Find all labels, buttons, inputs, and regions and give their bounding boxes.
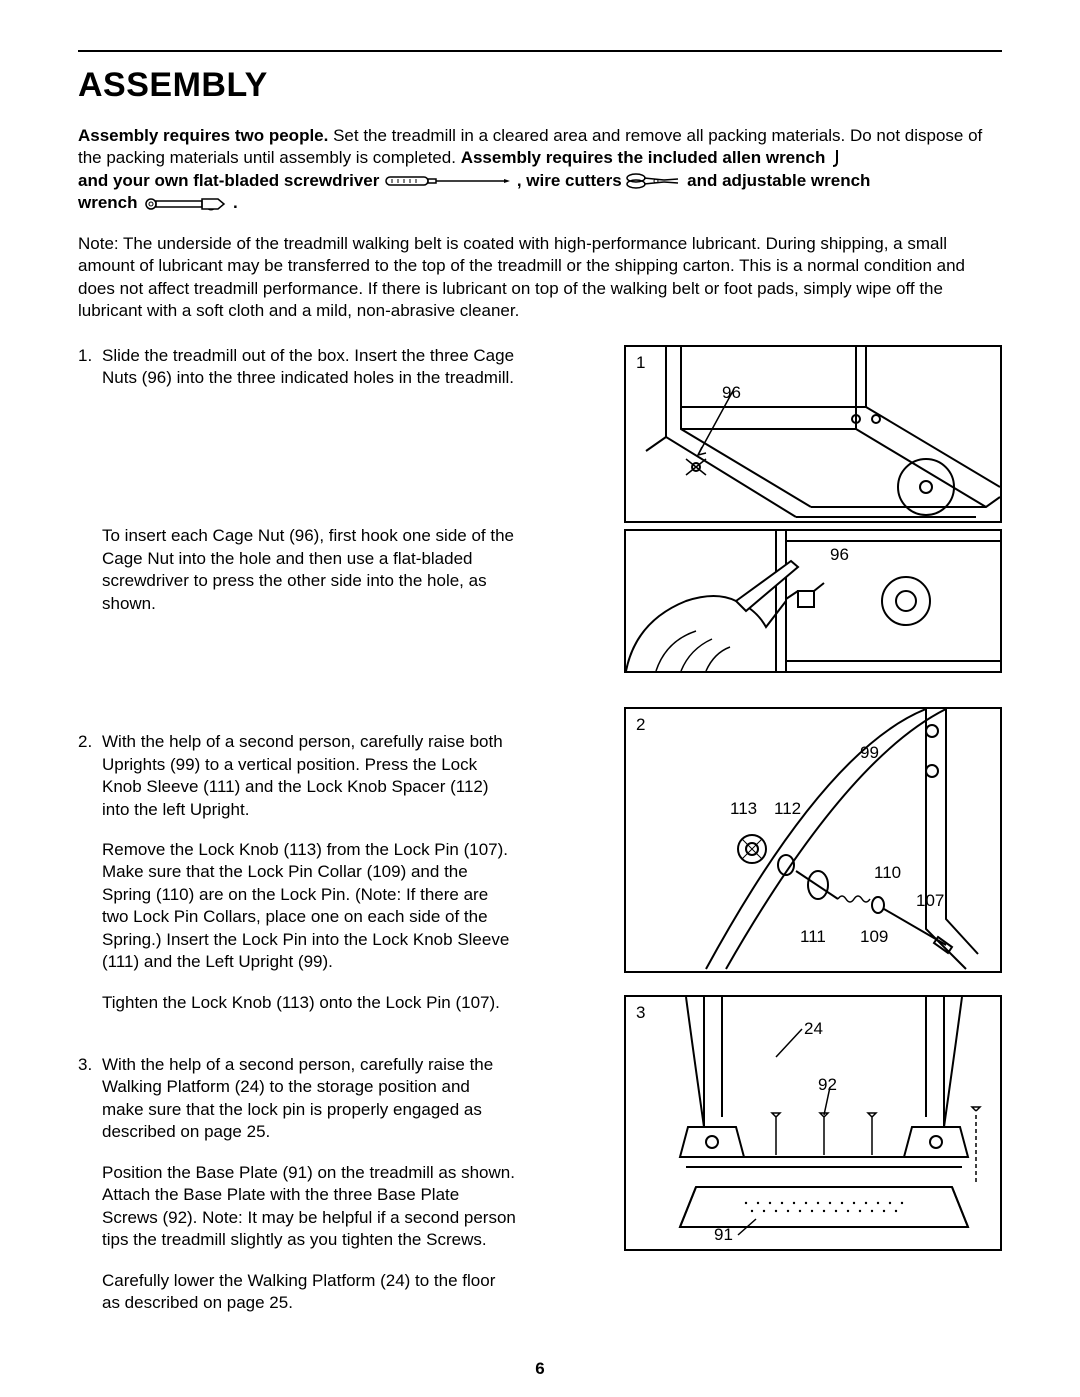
step-2-p2: Remove the Lock Knob (113) from the Lock… xyxy=(102,839,516,974)
lubricant-note: Note: The underside of the treadmill wal… xyxy=(78,233,1002,323)
intro-end: . xyxy=(233,193,238,212)
figure-2-label-107: 107 xyxy=(916,891,944,911)
step-3: With the help of a second person, carefu… xyxy=(78,1054,516,1314)
intro-strong-2: Assembly requires the included allen wre… xyxy=(461,148,830,167)
steps-layout: Slide the treadmill out of the box. Inse… xyxy=(78,345,1002,1333)
figure-2-label-113: 113 xyxy=(730,799,757,819)
figure-2-label-111: 111 xyxy=(800,927,826,947)
intro-paragraph: Assembly requires two people. Set the tr… xyxy=(78,125,1002,215)
step-list: Slide the treadmill out of the box. Inse… xyxy=(78,345,516,1315)
figure-1b-label-96: 96 xyxy=(830,545,849,565)
figure-1b-illustration xyxy=(626,531,1000,671)
screwdriver-icon xyxy=(384,173,512,189)
figure-3: 3 xyxy=(624,995,1002,1251)
figure-3-label-91: 91 xyxy=(714,1225,733,1245)
step-3-p3: Carefully lower the Walking Platform (24… xyxy=(102,1270,516,1315)
allen-wrench-icon xyxy=(830,148,844,170)
figure-3-number: 3 xyxy=(636,1003,645,1023)
step-1-p2: To insert each Cage Nut (96), first hook… xyxy=(102,525,516,615)
figure-1a-label-96: 96 xyxy=(722,383,741,403)
figure-3-label-92: 92 xyxy=(818,1075,837,1095)
step-1-p1: Slide the treadmill out of the box. Inse… xyxy=(102,345,516,390)
figures-column: 1 xyxy=(624,345,1002,1333)
top-rule xyxy=(78,50,1002,52)
intro-tools-sep1: , wire cutters xyxy=(517,171,627,190)
adjustable-wrench-icon xyxy=(142,195,228,213)
figure-2-label-112: 112 xyxy=(774,799,801,819)
figure-2-label-99: 99 xyxy=(860,743,879,763)
wire-cutters-icon xyxy=(626,173,682,189)
intro-tools-wrench-word: wrench xyxy=(78,193,138,212)
figure-1a-number: 1 xyxy=(636,353,645,373)
figure-2-label-109: 109 xyxy=(860,927,888,947)
step-1: Slide the treadmill out of the box. Inse… xyxy=(78,345,516,732)
figure-3-label-24: 24 xyxy=(804,1019,823,1039)
figure-2: 2 xyxy=(624,707,1002,973)
figure-2-number: 2 xyxy=(636,715,645,735)
intro-strong-1: Assembly requires two people. xyxy=(78,126,328,145)
step-2-p3: Tighten the Lock Knob (113) onto the Loc… xyxy=(102,992,516,1014)
figure-2-label-110: 110 xyxy=(874,863,901,883)
step-3-p2: Position the Base Plate (91) on the trea… xyxy=(102,1162,516,1252)
figure-1a-illustration xyxy=(626,347,1000,521)
intro-tools-sep2: and adjustable wrench xyxy=(687,171,870,190)
step-2: With the help of a second person, carefu… xyxy=(78,731,516,1054)
step-3-p1: With the help of a second person, carefu… xyxy=(102,1054,516,1144)
figure-1b: 96 xyxy=(624,529,1002,673)
page-number: 6 xyxy=(0,1359,1080,1379)
figure-1a: 1 xyxy=(624,345,1002,523)
section-title: ASSEMBLY xyxy=(78,66,1002,105)
steps-text-column: Slide the treadmill out of the box. Inse… xyxy=(78,345,526,1333)
step-2-p1: With the help of a second person, carefu… xyxy=(102,731,516,821)
intro-tools-1: and your own flat-bladed screwdriver xyxy=(78,171,384,190)
